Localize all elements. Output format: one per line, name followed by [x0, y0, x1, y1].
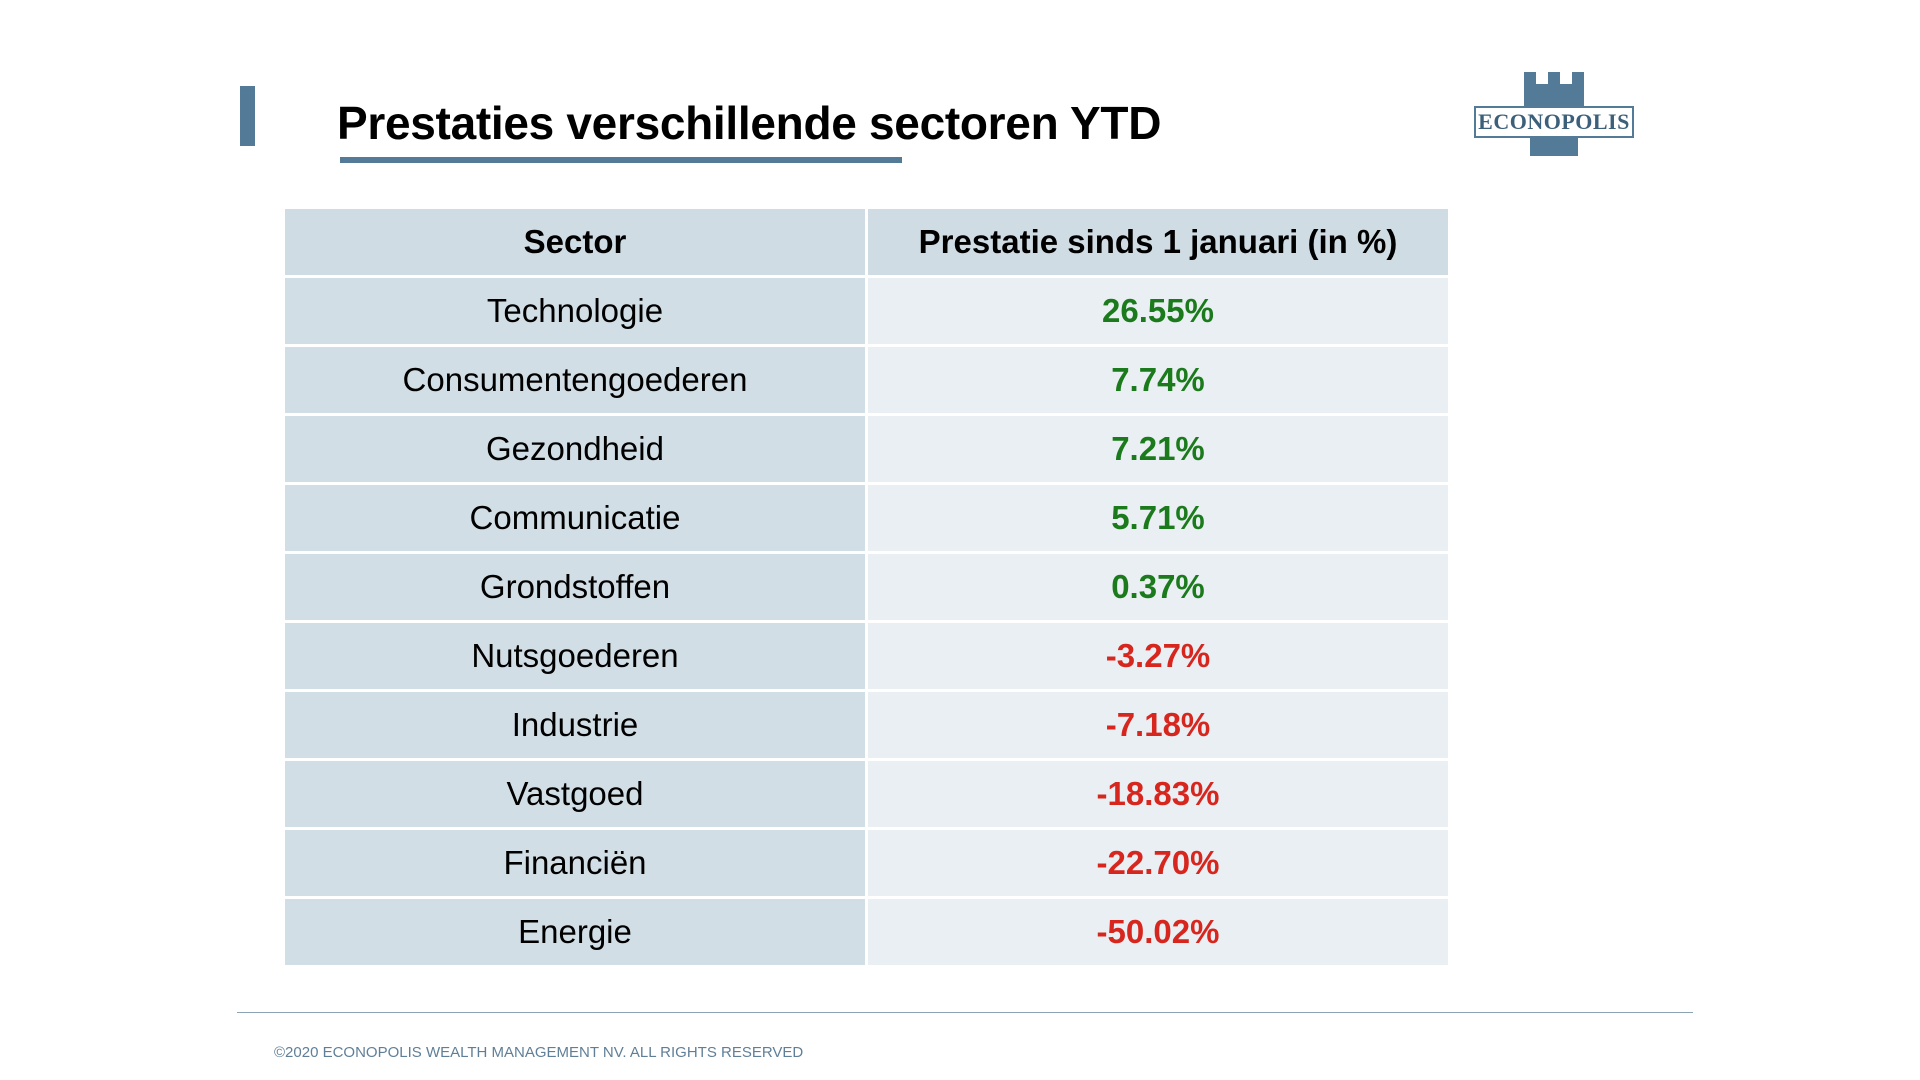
table-row: Energie -50.02% [282, 896, 1451, 968]
sector-performance-table: Sector Prestatie sinds 1 januari (in %) … [282, 206, 1451, 968]
performance-value: -7.18% [865, 689, 1451, 761]
table-row: Financiën -22.70% [282, 827, 1451, 899]
header-performance: Prestatie sinds 1 januari (in %) [865, 206, 1451, 278]
table-header-row: Sector Prestatie sinds 1 januari (in %) [282, 206, 1451, 278]
performance-value: 7.74% [865, 344, 1451, 416]
table-row: Technologie 26.55% [282, 275, 1451, 347]
table-row: Industrie -7.18% [282, 689, 1451, 761]
performance-value: -50.02% [865, 896, 1451, 968]
title-underline [340, 157, 902, 163]
table-row: Communicatie 5.71% [282, 482, 1451, 554]
performance-value: -18.83% [865, 758, 1451, 830]
performance-value: 0.37% [865, 551, 1451, 623]
sector-name: Nutsgoederen [282, 620, 868, 692]
sector-name: Technologie [282, 275, 868, 347]
performance-value: -3.27% [865, 620, 1451, 692]
performance-value: -22.70% [865, 827, 1451, 899]
performance-value: 7.21% [865, 413, 1451, 485]
table-body: Technologie 26.55% Consumentengoederen 7… [282, 275, 1451, 968]
sector-name: Grondstoffen [282, 551, 868, 623]
sector-name: Industrie [282, 689, 868, 761]
table-row: Nutsgoederen -3.27% [282, 620, 1451, 692]
sector-name: Vastgoed [282, 758, 868, 830]
sector-name: Gezondheid [282, 413, 868, 485]
sector-name: Consumentengoederen [282, 344, 868, 416]
table-row: Gezondheid 7.21% [282, 413, 1451, 485]
sector-name: Communicatie [282, 482, 868, 554]
header-sector: Sector [282, 206, 868, 278]
logo-text: ECONOPOLIS [1478, 109, 1630, 134]
table-row: Consumentengoederen 7.74% [282, 344, 1451, 416]
table-row: Vastgoed -18.83% [282, 758, 1451, 830]
sector-name: Financiën [282, 827, 868, 899]
castle-tower-icon [1474, 72, 1634, 156]
footer-copyright: ©2020 ECONOPOLIS WEALTH MANAGEMENT NV. A… [274, 1044, 804, 1061]
sector-name: Energie [282, 896, 868, 968]
slide-title: Prestaties verschillende sectoren YTD [337, 97, 1162, 149]
performance-value: 26.55% [865, 275, 1451, 347]
footer-divider [237, 1012, 1693, 1013]
table-row: Grondstoffen 0.37% [282, 551, 1451, 623]
performance-value: 5.71% [865, 482, 1451, 554]
econopolis-logo: ECONOPOLIS [1474, 70, 1634, 158]
title-accent-bar [240, 86, 255, 146]
